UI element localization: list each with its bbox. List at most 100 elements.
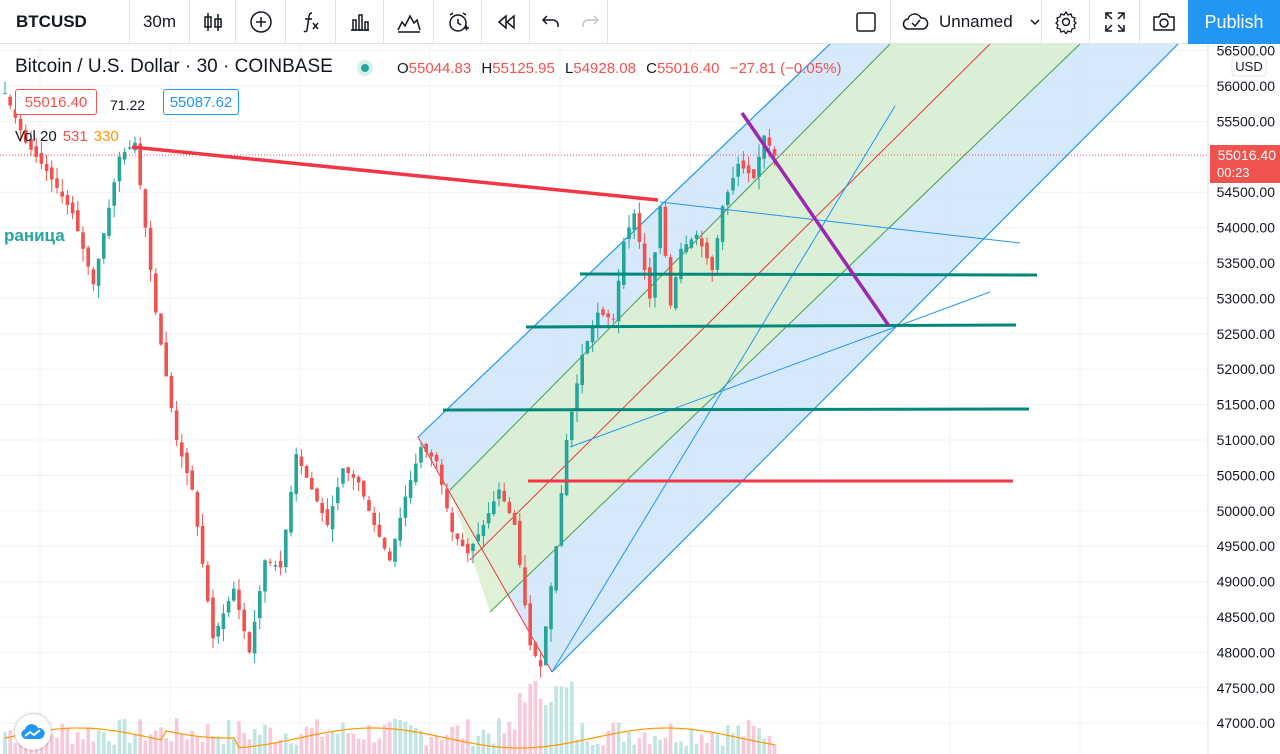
volume-legend[interactable]: Vol 20 531 330 <box>15 128 119 145</box>
volume-bar <box>13 742 18 754</box>
candle-body <box>102 233 106 259</box>
volume-bar <box>616 722 621 754</box>
volume-bar <box>164 738 168 754</box>
volume-bar <box>81 739 85 754</box>
volume-bar <box>694 743 699 754</box>
candle-body <box>731 178 735 191</box>
fullscreen-button[interactable] <box>1090 0 1140 43</box>
price-chart[interactable]: 56500.0056000.0055500.0055000.0054500.00… <box>0 44 1280 754</box>
market-status-indicator[interactable] <box>357 60 373 76</box>
price-tick-label: 56500.00 <box>1217 44 1276 59</box>
volume-bar <box>159 727 163 754</box>
volume-bar <box>757 728 761 754</box>
pitchfork-channel <box>417 44 1179 673</box>
candle-body <box>278 561 283 568</box>
volume-bar <box>278 739 283 754</box>
price-tick-label: 48000.00 <box>1217 644 1276 660</box>
candle-body <box>492 501 496 515</box>
candle-body <box>642 243 647 271</box>
volume-bar <box>216 736 220 754</box>
price-axis[interactable]: 56500.0056000.0055500.0055000.0054500.00… <box>1207 44 1280 754</box>
volume-bar <box>50 734 54 754</box>
financials-button[interactable] <box>336 0 384 43</box>
candle-body <box>382 538 387 549</box>
alert-icon <box>448 11 469 32</box>
redo-icon <box>581 14 599 27</box>
candle-body <box>180 442 184 457</box>
volume-bar <box>440 739 444 754</box>
candle-body <box>590 326 595 343</box>
replay-button[interactable] <box>482 0 530 43</box>
volume-bar <box>575 739 579 754</box>
volume-bar <box>585 741 590 754</box>
volume-bar <box>112 744 116 754</box>
templates-button[interactable] <box>384 0 434 43</box>
candle-body <box>596 312 600 327</box>
volume-bar <box>382 724 387 754</box>
volume-bar <box>658 739 662 754</box>
volume-bar <box>554 686 558 754</box>
undo-icon <box>541 14 559 27</box>
candle-body <box>237 589 241 610</box>
settings-button[interactable] <box>1042 0 1090 43</box>
volume-bar <box>611 722 616 754</box>
symbol-title[interactable]: Bitcoin / U.S. Dollar · 30 · COINBASE <box>15 56 333 77</box>
chart-type-button[interactable] <box>190 0 236 43</box>
candle-body <box>289 491 293 533</box>
candle-body <box>96 258 101 286</box>
candle-body <box>304 466 309 478</box>
chevron-down-icon[interactable] <box>1029 16 1041 28</box>
layout-button[interactable] <box>842 0 890 43</box>
volume-bar <box>55 738 59 754</box>
candle-body <box>159 313 163 345</box>
candle-body <box>486 513 491 524</box>
sell-price-button[interactable]: 55016.40 <box>15 89 97 115</box>
save-layout-button[interactable]: Unnamed <box>890 0 1042 43</box>
price-tick-label: 51500.00 <box>1217 397 1276 413</box>
candle-body <box>200 525 205 564</box>
volume-bar <box>679 741 683 754</box>
volume-bar <box>622 741 626 754</box>
volume-bar <box>226 720 231 754</box>
candle-body <box>408 480 413 498</box>
candle-body <box>398 517 402 541</box>
volume-bar <box>195 736 200 754</box>
volume-label: Vol 20 <box>15 128 57 145</box>
fan-line-2 <box>569 291 991 448</box>
redo-button[interactable] <box>572 0 608 43</box>
trend-drawings <box>0 112 1208 483</box>
volume-bar <box>492 743 496 754</box>
publish-button[interactable]: Publish <box>1188 0 1280 44</box>
candle-body <box>367 499 371 511</box>
symbol-search-button[interactable]: BTCUSD <box>0 0 130 43</box>
undo-button[interactable] <box>530 0 572 43</box>
candle-body <box>601 309 605 315</box>
interval-button[interactable]: 30m <box>130 0 190 43</box>
volume-bar <box>403 721 408 754</box>
candle-body <box>668 257 673 306</box>
candle-body <box>284 529 288 568</box>
channel-median-line <box>469 44 991 561</box>
support-level-line <box>579 272 1038 277</box>
volume-bar <box>252 729 257 754</box>
compare-button[interactable] <box>236 0 286 43</box>
candle-body <box>117 156 122 182</box>
volume-bar <box>486 733 491 754</box>
snapshot-button[interactable] <box>1140 0 1188 43</box>
alert-button[interactable] <box>434 0 482 43</box>
candle-body <box>538 660 543 667</box>
candle-body <box>122 152 127 160</box>
volume-bar <box>632 744 636 754</box>
buy-price-button[interactable]: 55087.62 <box>163 89 239 115</box>
change-value: −27.81 (−0.05%) <box>729 60 842 77</box>
candle-body <box>710 257 714 271</box>
candle-body <box>570 411 574 441</box>
volume-bar <box>107 741 111 754</box>
tradingview-logo[interactable] <box>15 714 51 750</box>
candle-body <box>684 244 688 253</box>
price-tick-label: 54500.00 <box>1217 184 1276 200</box>
volume-bar <box>450 726 454 754</box>
candle-body <box>575 383 579 410</box>
fx-icon <box>302 11 319 32</box>
indicators-button[interactable] <box>286 0 336 43</box>
